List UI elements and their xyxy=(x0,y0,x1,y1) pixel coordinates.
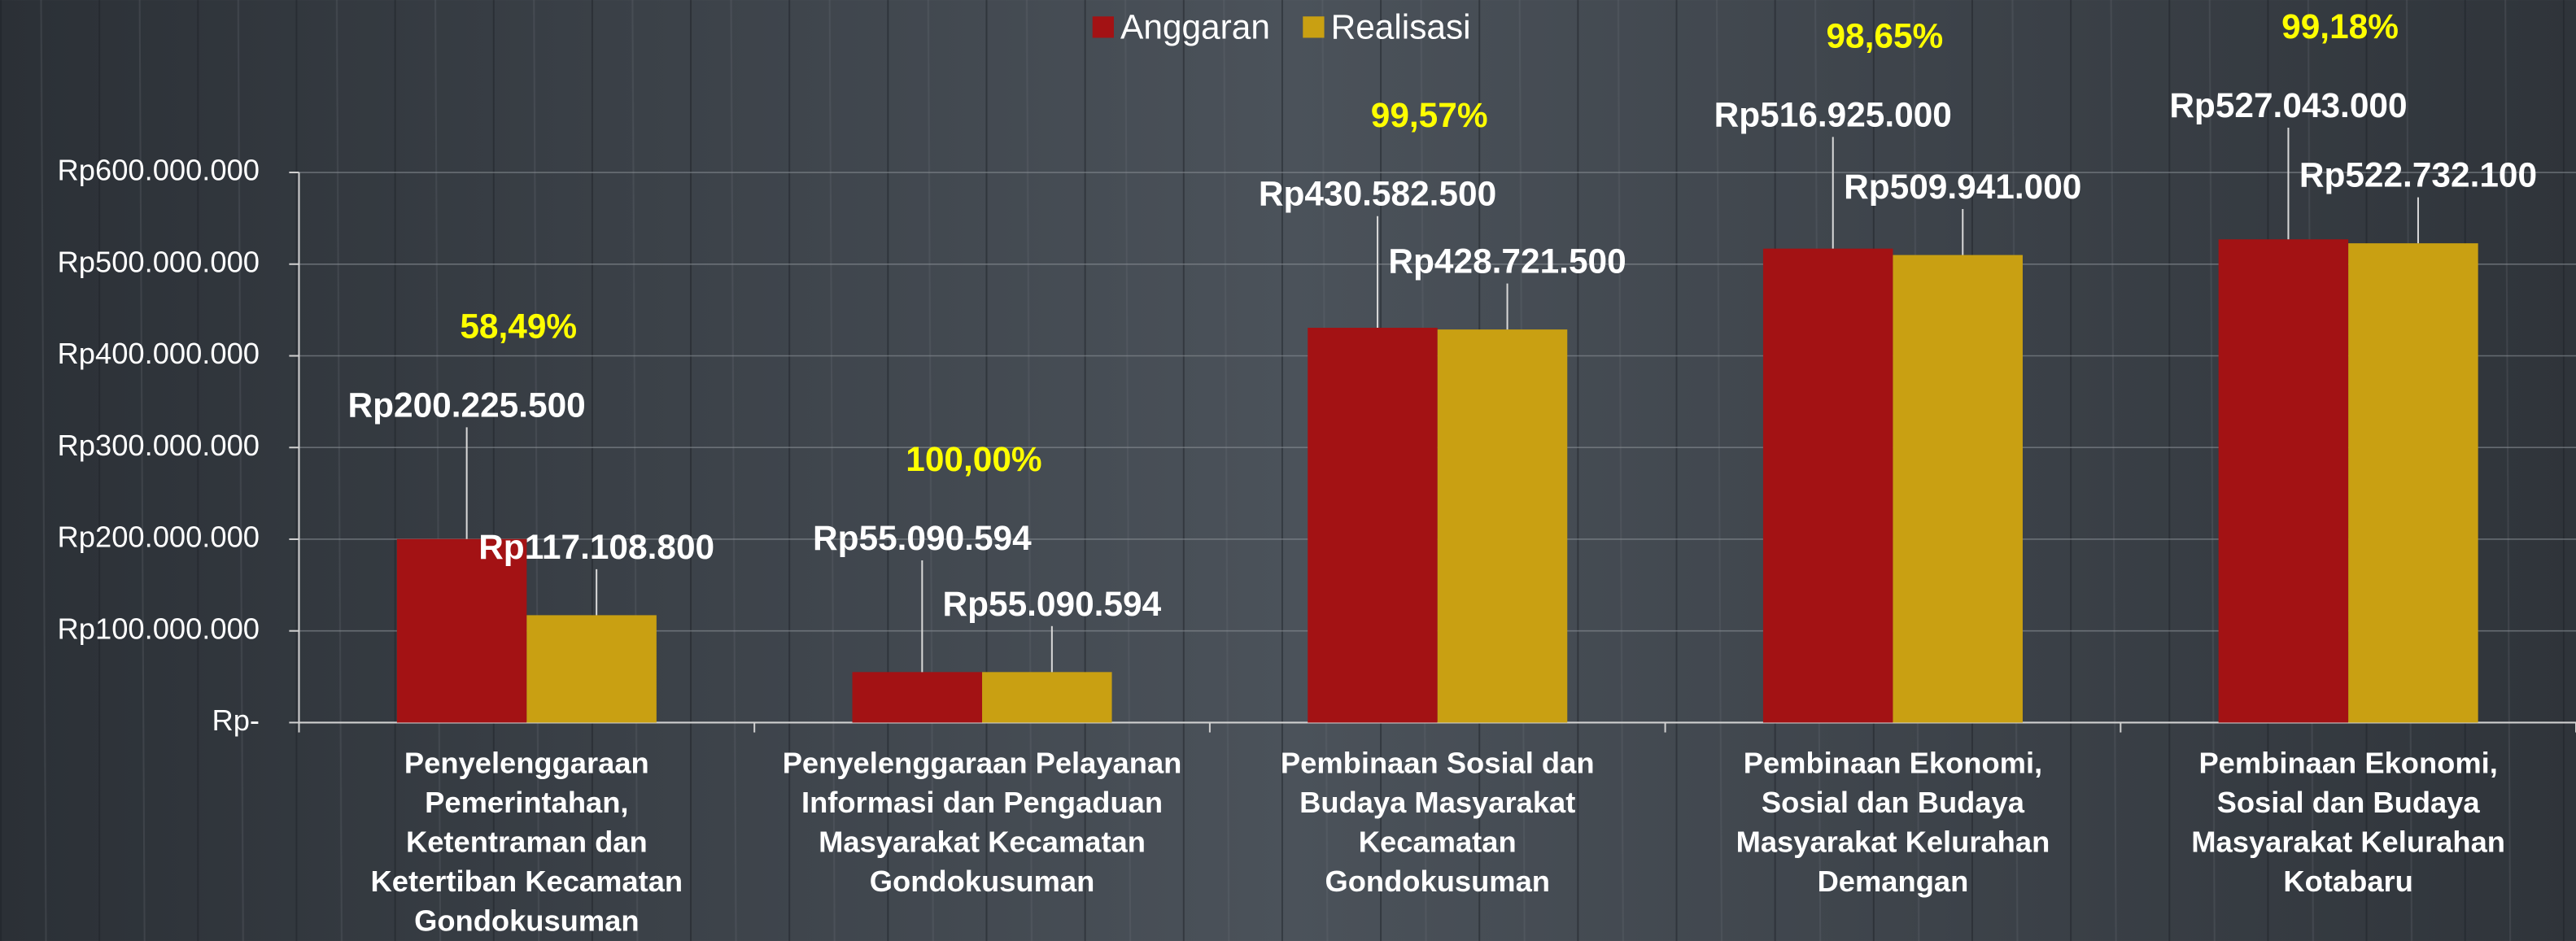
x-tick-label: Masyarakat Kelurahan xyxy=(1736,825,2050,858)
x-tick-label: Masyarakat Kelurahan xyxy=(2191,825,2505,858)
x-tick-label: Ketentraman dan xyxy=(406,825,648,858)
y-tick-label: Rp400.000.000 xyxy=(58,337,260,370)
bar xyxy=(2218,239,2349,723)
data-label: Rp117.108.800 xyxy=(478,528,714,566)
x-tick-label: Gondokusuman xyxy=(870,865,1095,898)
data-label: Rp428.721.500 xyxy=(1388,242,1626,281)
y-tick-label: Rp100.000.000 xyxy=(58,612,260,645)
data-label: Rp527.043.000 xyxy=(2169,86,2407,124)
plot-area: Rp- Rp100.000.000 Rp200.000.000 Rp300.000.0… xyxy=(58,7,2576,937)
x-tick-label: Penyelenggaraan xyxy=(404,747,649,780)
y-tick-label: Rp300.000.000 xyxy=(58,429,260,462)
legend-label: Anggaran xyxy=(1120,8,1270,46)
data-label: Rp430.582.500 xyxy=(1259,175,1496,213)
bar xyxy=(982,672,1112,723)
x-tick-label: Pembinaan Ekonomi, xyxy=(2198,747,2497,780)
x-tick-label: Kotabaru xyxy=(2283,865,2412,898)
x-tick-label: Gondokusuman xyxy=(1325,865,1550,898)
y-tick-label: Rp- xyxy=(212,704,260,737)
legend-swatch xyxy=(1303,16,1325,38)
x-tick-label: Pembinaan Ekonomi, xyxy=(1744,747,2042,780)
percentage-label: 99,18% xyxy=(2281,7,2399,46)
x-tick-label: Budaya Masyarakat xyxy=(1299,786,1575,819)
legend-label: Realisasi xyxy=(1331,8,1471,46)
data-label: Rp55.090.594 xyxy=(943,585,1162,623)
bar xyxy=(396,538,527,723)
bar xyxy=(1308,328,1438,723)
data-label: Rp509.941.000 xyxy=(1844,168,2081,206)
bar xyxy=(852,672,983,723)
x-tick-label: Demangan xyxy=(1818,865,1969,898)
data-label: Rp516.925.000 xyxy=(1714,95,1952,133)
x-tick-label: Penyelenggaraan Pelayanan xyxy=(783,747,1182,780)
bar xyxy=(1762,248,1893,723)
legend-swatch xyxy=(1092,16,1114,38)
data-label: Rp55.090.594 xyxy=(813,519,1032,557)
percentage-label: 100,00% xyxy=(906,440,1041,478)
x-tick-label: Sosial dan Budaya xyxy=(1762,786,2025,819)
bar xyxy=(2348,243,2478,723)
percentage-label: 58,49% xyxy=(460,307,577,345)
bar xyxy=(1893,255,2023,723)
x-tick-label: Pemerintahan, xyxy=(425,786,628,819)
x-tick-label: Informasi dan Pengaduan xyxy=(801,786,1163,819)
x-tick-label: Masyarakat Kecamatan xyxy=(819,825,1146,858)
x-tick-label: Ketertiban Kecamatan xyxy=(371,865,683,898)
data-label: Rp522.732.100 xyxy=(2299,156,2537,194)
x-tick-label: Gondokusuman xyxy=(414,904,640,937)
bar xyxy=(1437,329,1568,723)
bar xyxy=(526,615,657,723)
y-tick-label: Rp200.000.000 xyxy=(58,521,260,554)
y-tick-label: Rp600.000.000 xyxy=(58,154,260,187)
x-tick-label: Sosial dan Budaya xyxy=(2217,786,2481,819)
percentage-label: 98,65% xyxy=(1826,16,1943,54)
data-label: Rp200.225.500 xyxy=(348,386,586,424)
x-tick-label: Pembinaan Sosial dan xyxy=(1281,747,1595,780)
percentage-label: 99,57% xyxy=(1371,96,1488,134)
x-tick-label: Kecamatan xyxy=(1359,825,1517,858)
y-tick-label: Rp500.000.000 xyxy=(58,245,260,278)
